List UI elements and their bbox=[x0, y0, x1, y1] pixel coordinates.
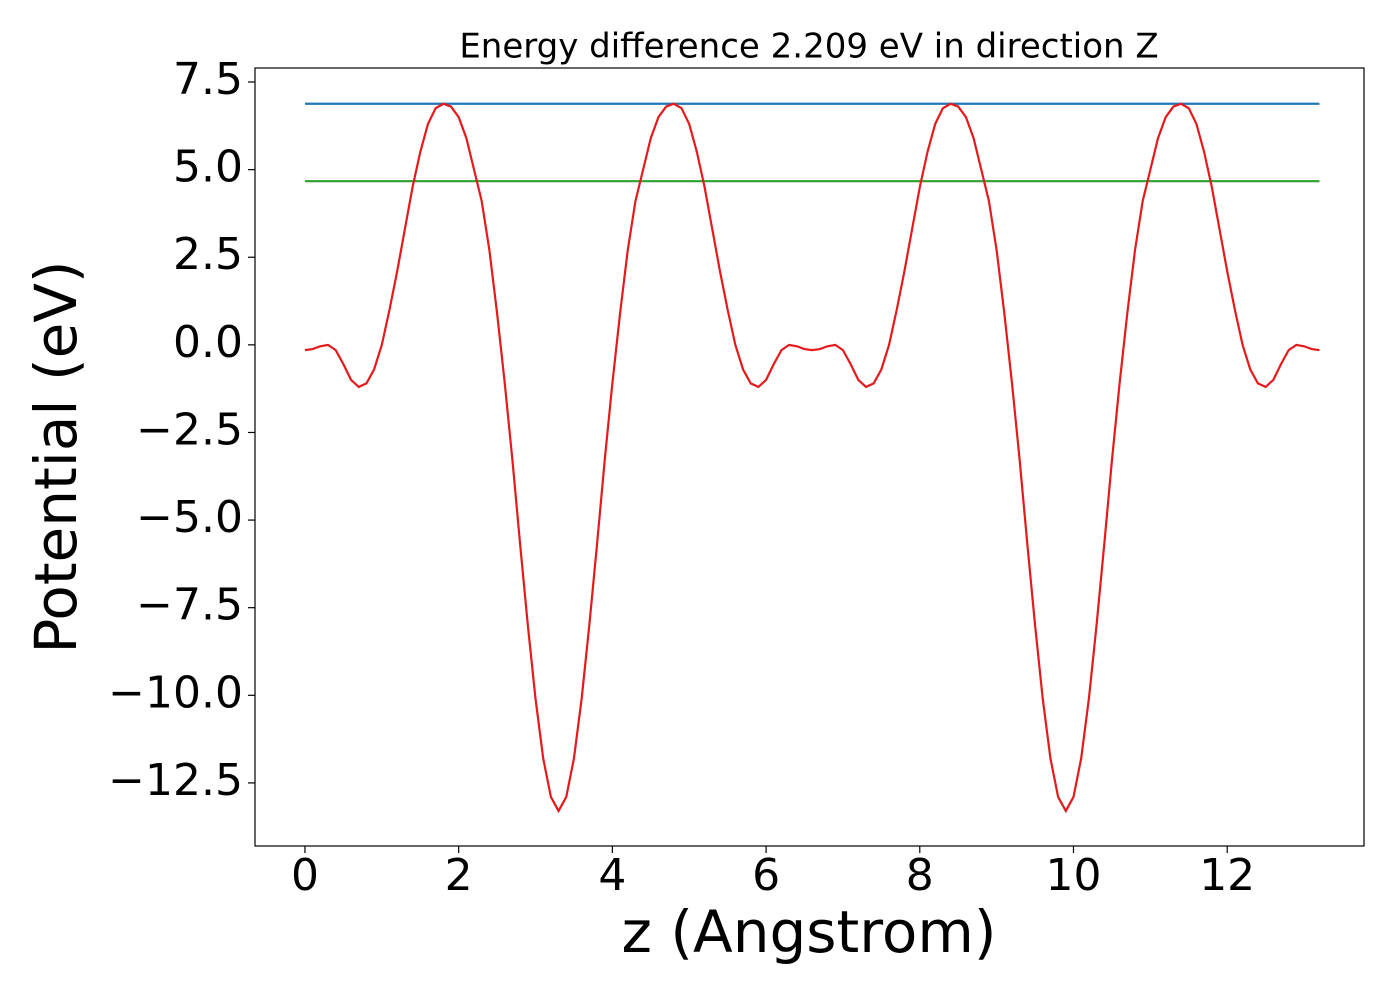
chart-title: Energy difference 2.209 eV in direction … bbox=[459, 27, 1158, 67]
y-tick-label: −10.0 bbox=[108, 667, 243, 718]
x-tick-label: 8 bbox=[906, 850, 934, 901]
x-tick-label: 6 bbox=[752, 850, 780, 901]
x-tick-label: 4 bbox=[598, 850, 626, 901]
y-tick-label: −2.5 bbox=[136, 404, 243, 455]
x-tick-label: 2 bbox=[445, 850, 473, 901]
series-line bbox=[304, 102, 1320, 814]
y-tick-label: 2.5 bbox=[173, 229, 243, 280]
y-tick-label: 7.5 bbox=[173, 54, 243, 105]
x-tick-label: 10 bbox=[1045, 850, 1101, 901]
y-tick-label: −12.5 bbox=[108, 755, 243, 806]
x-tick-label: 0 bbox=[291, 850, 319, 901]
y-tick-label: 5.0 bbox=[173, 142, 243, 193]
y-tick-label: −5.0 bbox=[136, 492, 243, 543]
y-tick-label: 0.0 bbox=[173, 317, 243, 368]
y-axis-label: Potential (eV) bbox=[22, 260, 90, 653]
x-axis-label: z (Angstrom) bbox=[622, 898, 997, 966]
plot-frame bbox=[254, 67, 1365, 847]
x-tick-label: 12 bbox=[1199, 850, 1255, 901]
y-tick-label: −7.5 bbox=[136, 580, 243, 631]
